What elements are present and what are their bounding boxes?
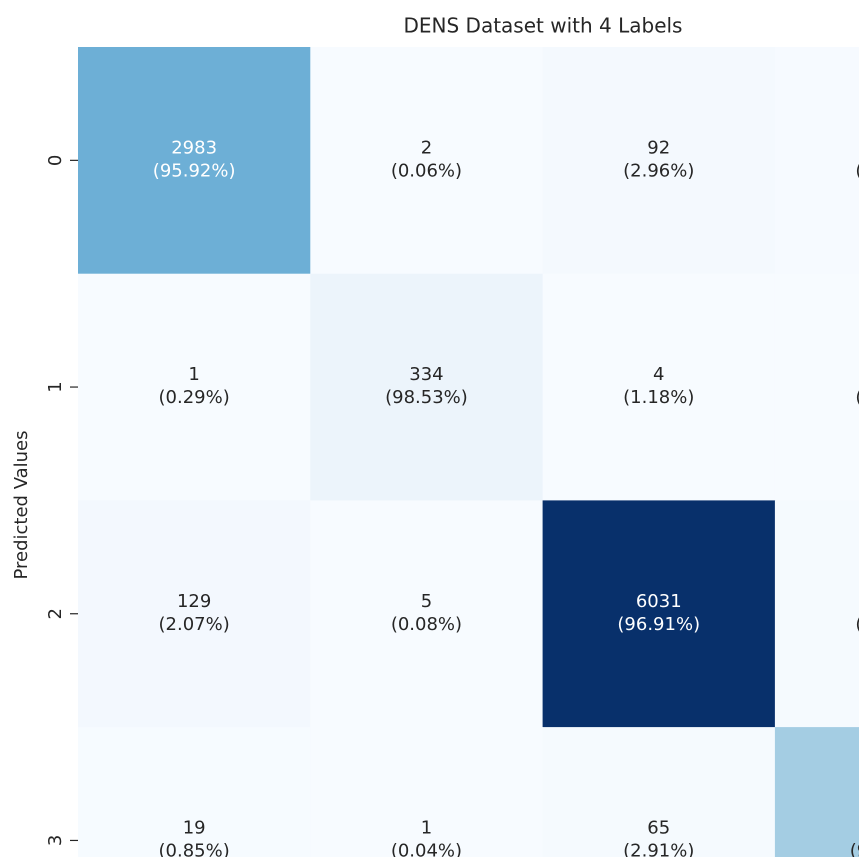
cell-percent: (0.08%) bbox=[391, 614, 462, 635]
cell-count: 5 bbox=[421, 591, 432, 612]
heatmap-cell bbox=[542, 47, 776, 275]
cell-percent: (95.92%) bbox=[153, 160, 236, 181]
heatmap-cell bbox=[310, 500, 544, 728]
heatmap-cell bbox=[78, 727, 311, 857]
y-tick-label: 1 bbox=[45, 381, 66, 392]
cell-count: 65 bbox=[647, 817, 670, 838]
heatmap-cell bbox=[542, 273, 776, 501]
cell-count: 1 bbox=[421, 817, 432, 838]
heatmap-cell bbox=[542, 727, 776, 857]
cell-percent: (98.53%) bbox=[385, 387, 468, 408]
heatmap-cell bbox=[774, 47, 859, 275]
cell-count: 4 bbox=[653, 364, 664, 385]
cell-percent: (0.29%) bbox=[159, 387, 230, 408]
heatmap-cell bbox=[78, 273, 311, 501]
cell-count: 2 bbox=[421, 137, 432, 158]
heatmap-cell bbox=[774, 500, 859, 728]
cell-count: 2983 bbox=[171, 137, 217, 158]
cell-count: 92 bbox=[647, 137, 670, 158]
cell-percent: (0.00%) bbox=[855, 387, 859, 408]
y-tick-label: 0 bbox=[45, 155, 66, 166]
cell-percent: (96.20%) bbox=[850, 840, 859, 857]
cell-percent: (2.91%) bbox=[623, 840, 694, 857]
heatmap-cell bbox=[310, 273, 544, 501]
y-axis-label: Predicted Values bbox=[11, 430, 32, 579]
cell-percent: (0.93%) bbox=[855, 614, 859, 635]
cell-percent: (0.06%) bbox=[391, 160, 462, 181]
cell-count: 334 bbox=[409, 364, 443, 385]
heatmap-cell bbox=[774, 727, 859, 857]
cell-percent: (2.96%) bbox=[623, 160, 694, 181]
cell-count: 129 bbox=[177, 591, 211, 612]
heatmap-cell bbox=[78, 47, 311, 275]
cell-percent: (0.04%) bbox=[391, 840, 462, 857]
y-tick-label: 3 bbox=[45, 835, 66, 846]
cell-count: 19 bbox=[183, 817, 206, 838]
heatmap-cell bbox=[310, 727, 544, 857]
cell-percent: (0.85%) bbox=[159, 840, 230, 857]
chart-title: DENS Dataset with 4 Labels bbox=[404, 14, 683, 38]
heatmap-cell bbox=[310, 47, 544, 275]
heatmap-cell bbox=[542, 500, 776, 728]
cell-percent: (2.07%) bbox=[159, 614, 230, 635]
heatmap-cell bbox=[78, 500, 311, 728]
cell-count: 6031 bbox=[636, 591, 682, 612]
cell-percent: (96.91%) bbox=[617, 614, 700, 635]
heatmap-cell bbox=[774, 273, 859, 501]
cell-percent: (1.06%) bbox=[855, 160, 859, 181]
cell-count: 1 bbox=[188, 364, 199, 385]
y-tick-label: 2 bbox=[45, 608, 66, 619]
cell-percent: (1.18%) bbox=[623, 387, 694, 408]
